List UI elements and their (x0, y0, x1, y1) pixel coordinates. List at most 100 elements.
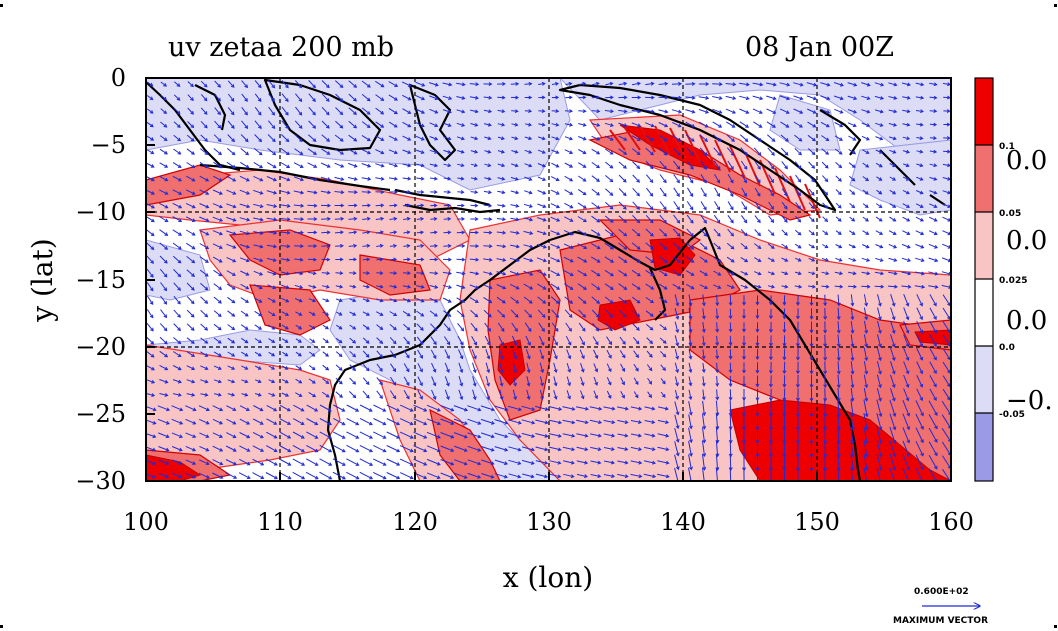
wind-vector (877, 334, 881, 347)
wind-vector-head (219, 204, 224, 209)
wind-vector (753, 121, 762, 128)
wind-vector (267, 271, 276, 275)
wind-vector-head (675, 315, 680, 320)
wind-vector-head (460, 149, 465, 154)
wind-vector-head (824, 218, 829, 222)
wind-vector-head (191, 151, 195, 155)
wind-vector (321, 93, 330, 102)
wind-vector (630, 460, 642, 464)
wind-vector-head (755, 356, 760, 361)
wind-vector-head (582, 136, 587, 141)
wind-vector-head (150, 123, 154, 128)
wind-vector-head (246, 204, 251, 209)
wind-vector (456, 310, 465, 317)
wind-vector-head (448, 271, 452, 276)
wind-vector (429, 177, 438, 180)
wind-vector (620, 390, 625, 399)
wind-vector-head (244, 138, 249, 143)
wind-vector (916, 320, 923, 334)
wind-vector (239, 432, 250, 438)
wind-vector-head (851, 204, 856, 209)
wind-vector (674, 401, 679, 415)
wind-vector-head (490, 474, 495, 479)
wind-vector-head (501, 190, 506, 195)
wind-vector-head (273, 244, 278, 249)
wind-vector-head (353, 190, 358, 195)
wind-vector (227, 310, 235, 317)
wind-vector-head (799, 110, 804, 114)
wind-vector (212, 472, 223, 479)
wind-vector-head (382, 448, 387, 453)
wind-vector (766, 121, 776, 128)
wind-vector-head (244, 326, 249, 330)
wind-vector (903, 334, 909, 347)
wind-vector (741, 174, 747, 183)
wind-vector (848, 175, 856, 182)
wind-vector-head (542, 286, 547, 290)
wind-vector-head (584, 406, 589, 411)
wind-vector (416, 310, 424, 317)
wind-vector (199, 269, 209, 277)
wind-vector-head (839, 137, 843, 141)
wind-vector (537, 163, 546, 167)
wind-vector-head (393, 124, 398, 128)
wind-vector (848, 271, 856, 275)
wind-vector-head (583, 259, 588, 263)
wind-vector (674, 294, 679, 306)
wind-vector-head (891, 316, 896, 321)
wind-vector (389, 324, 397, 330)
wind-vector (942, 348, 951, 360)
wind-vector-head (891, 397, 896, 402)
wind-vector-head (286, 230, 291, 235)
wind-vector-head (490, 434, 495, 439)
wind-vector (213, 337, 222, 344)
wind-vector-head (648, 394, 652, 399)
wind-vector (915, 230, 924, 235)
wind-vector-head (636, 165, 641, 170)
wind-vector-head (864, 384, 869, 389)
wind-vector (147, 81, 153, 87)
wind-vector-head (177, 379, 182, 384)
wind-vector (293, 404, 304, 412)
wind-vector-head (933, 218, 938, 222)
wind-vector-head (407, 83, 412, 87)
wind-vector (535, 419, 548, 424)
wind-vector (348, 191, 357, 193)
wind-vector-head (259, 204, 264, 209)
wind-vector-head (192, 447, 197, 452)
wind-vector (185, 189, 196, 195)
wind-vector (768, 201, 774, 210)
wind-vector (523, 257, 533, 262)
wind-vector-head (325, 380, 330, 385)
wind-vector-head (716, 206, 720, 211)
wind-vector-head (569, 109, 573, 114)
wind-vector-head (517, 474, 522, 479)
wind-vector (604, 283, 614, 290)
wind-vector-head (609, 164, 614, 169)
wind-vector-head (581, 355, 585, 360)
wind-vector (508, 432, 521, 438)
wind-vector (632, 336, 640, 345)
wind-vector (862, 203, 869, 208)
wind-vector (399, 404, 414, 412)
wind-vector (740, 256, 748, 263)
wind-vector (604, 122, 614, 127)
wind-vector (510, 217, 519, 221)
wind-vector (322, 364, 329, 371)
wind-vector (402, 310, 411, 317)
wind-vector-head (488, 190, 492, 195)
wind-vector-head (678, 95, 683, 100)
wind-vector (752, 108, 763, 114)
wind-vector (915, 454, 924, 470)
wind-vector-head (150, 260, 154, 264)
wind-vector-head (556, 204, 560, 209)
wind-vector-head (744, 271, 749, 276)
wind-vector-head (730, 179, 734, 184)
wind-vector-head (582, 178, 587, 182)
wind-vector-head (839, 96, 844, 101)
colorbar-segment (975, 413, 993, 481)
wind-vector (509, 270, 520, 276)
wind-vector (373, 418, 386, 425)
wind-vector-head (663, 312, 668, 317)
wind-vector-head (933, 122, 938, 127)
